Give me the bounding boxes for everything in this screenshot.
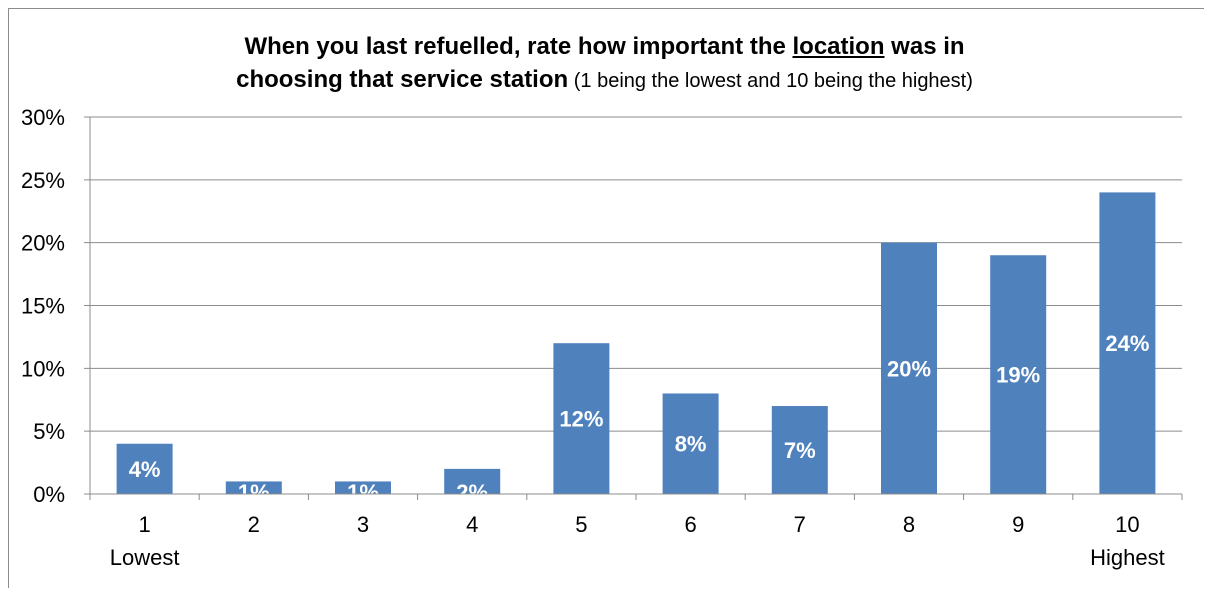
- title-line-2: choosing that service station (1 being t…: [0, 63, 1209, 98]
- y-tick-label: 25%: [21, 168, 65, 193]
- x-tick-label: 2: [248, 512, 260, 537]
- x-tick-label: 3: [357, 512, 369, 537]
- chart-frame: [8, 8, 1204, 588]
- bar: [116, 443, 173, 494]
- bar: [881, 242, 937, 494]
- bar: [1099, 192, 1156, 494]
- title-underlined-word: location: [792, 33, 885, 60]
- title-parenthetical: (1 being the lowest and 10 being the hig…: [568, 70, 973, 92]
- x-tick-label: 9: [1012, 512, 1024, 537]
- title-post: was in: [884, 33, 965, 60]
- title-bold: choosing that service station: [236, 66, 569, 93]
- x-tick-sublabel: Lowest: [110, 545, 180, 570]
- data-label: 4%: [129, 457, 161, 482]
- x-tick-label: 1: [138, 512, 150, 537]
- data-label: 19%: [996, 363, 1040, 388]
- y-tick-label: 0%: [33, 482, 65, 507]
- bar: [335, 481, 391, 494]
- data-label: 12%: [559, 407, 603, 432]
- bar: [553, 343, 610, 494]
- bar: [771, 406, 828, 494]
- y-tick-label: 30%: [21, 105, 65, 130]
- bar: [990, 255, 1047, 494]
- data-label: 24%: [1105, 331, 1149, 356]
- bar: [662, 393, 719, 494]
- title-line-1: When you last refuelled, rate how import…: [0, 30, 1209, 63]
- data-label: 8%: [675, 432, 707, 457]
- bar: [444, 468, 501, 494]
- x-tick-label: 10: [1115, 512, 1139, 537]
- x-tick-label: 8: [903, 512, 915, 537]
- y-tick-label: 5%: [33, 419, 65, 444]
- data-label: 7%: [784, 438, 816, 463]
- y-tick-label: 15%: [21, 294, 65, 319]
- bar: [225, 481, 282, 494]
- x-tick-label: 7: [794, 512, 806, 537]
- data-label: 20%: [887, 356, 931, 381]
- axis-clip-mask: [91, 495, 1181, 513]
- y-tick-label: 10%: [21, 356, 65, 381]
- title-pre: When you last refuelled, rate how import…: [244, 33, 793, 60]
- x-tick-sublabel: Highest: [1090, 545, 1165, 570]
- y-tick-label: 20%: [21, 231, 65, 256]
- x-tick-label: 5: [575, 512, 587, 537]
- x-tick-label: 4: [466, 512, 478, 537]
- chart-title: When you last refuelled, rate how import…: [0, 30, 1209, 98]
- x-tick-label: 6: [684, 512, 696, 537]
